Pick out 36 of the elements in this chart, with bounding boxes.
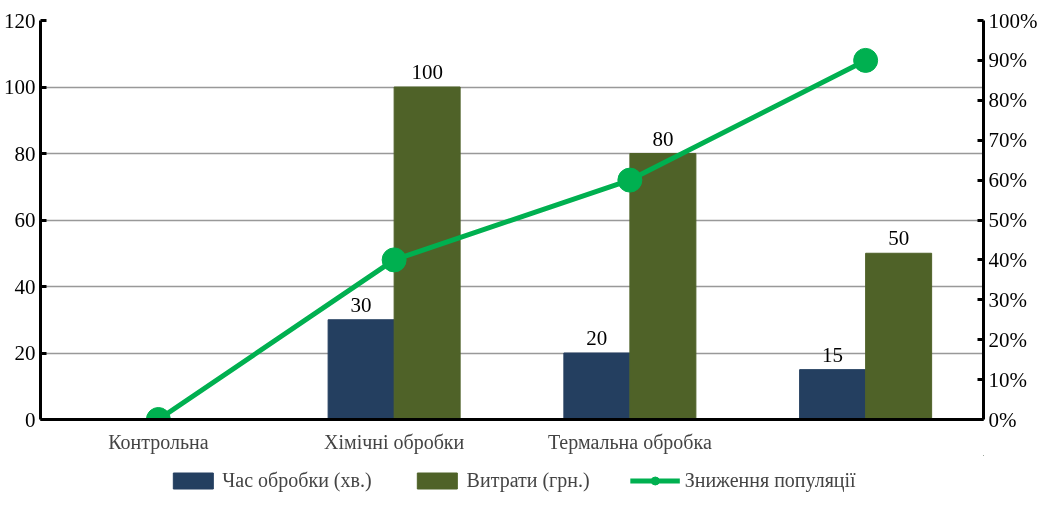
data-label: 30	[350, 292, 372, 317]
y2-tick-label: 60%	[988, 168, 1027, 193]
x-tick-label: Контрольна	[108, 430, 209, 454]
y2-tick-label: 50%	[988, 208, 1027, 232]
y2-tick-label: 20%	[988, 327, 1027, 352]
bar	[865, 252, 933, 420]
bar	[799, 369, 867, 420]
y2-tick-label: 0%	[988, 407, 1017, 432]
x-tick-label: Хімічні обробки	[323, 430, 465, 454]
y2-tick-label: 100%	[988, 8, 1038, 33]
y2-tick-label: 10%	[988, 367, 1027, 392]
data-label: 15	[822, 342, 844, 367]
legend-label: Зниження популяції	[684, 468, 856, 492]
data-label: 20	[586, 326, 608, 350]
data-label: 100	[411, 60, 443, 84]
bar	[629, 153, 697, 420]
y2-tick-label: 30%	[988, 287, 1027, 312]
y-tick-label: 0	[25, 407, 36, 432]
y-tick-label: 120	[4, 8, 36, 33]
y2-tick-label: 70%	[988, 128, 1027, 153]
bar	[393, 86, 461, 420]
x-tick-label: Термальна обробка	[547, 430, 712, 454]
y-tick-label: 100	[4, 75, 36, 99]
legend-label: Витрати (грн.)	[466, 468, 590, 492]
y2-tick-label: 40%	[988, 247, 1027, 272]
y-tick-label: 40	[14, 274, 36, 299]
y2-tick-label: 90%	[988, 48, 1027, 73]
bar	[563, 352, 631, 420]
y-tick-label: 80	[14, 141, 36, 166]
data-label: 80	[652, 126, 674, 151]
y-tick-label: 60	[14, 208, 36, 232]
y-tick-label: 20	[14, 341, 36, 365]
y2-tick-label: 80%	[988, 88, 1027, 113]
legend-label: Час обробки (хв.)	[222, 468, 372, 492]
bar	[327, 319, 395, 420]
data-label: 50	[888, 226, 910, 251]
